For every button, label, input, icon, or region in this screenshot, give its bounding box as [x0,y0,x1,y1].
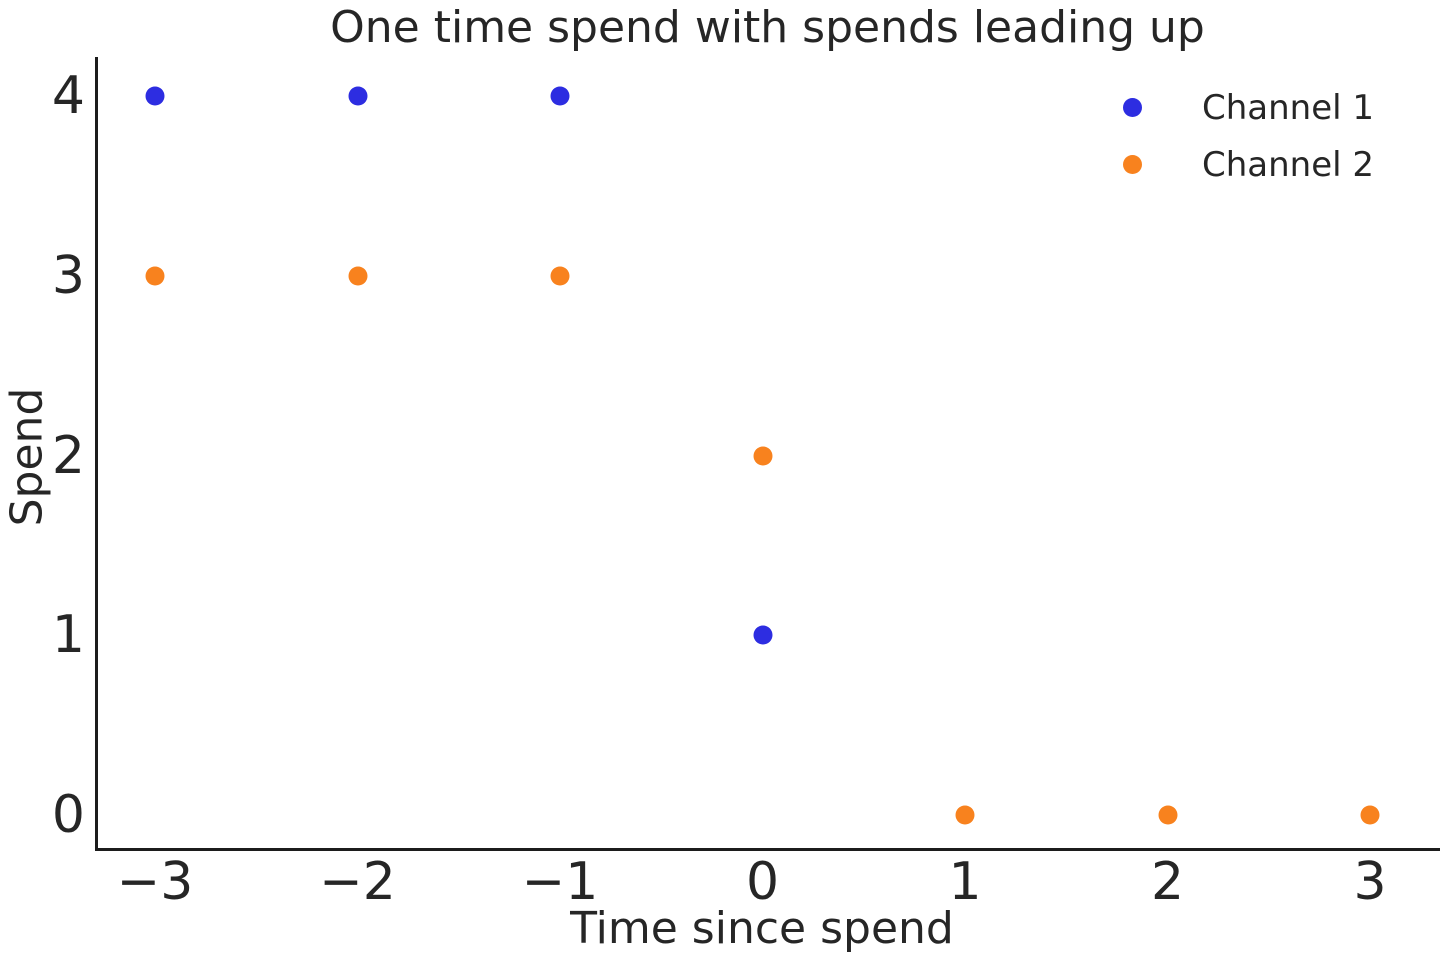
x-axis-spine [95,848,1440,851]
scatter-point-channel-2 [753,446,772,465]
x-tick-label: −1 [521,852,599,912]
x-tick-label: 0 [745,852,780,912]
scatter-point-channel-1 [348,86,367,106]
scatter-point-channel-1 [550,86,570,106]
x-tick-label: 3 [1353,852,1387,912]
legend-label-channel-1: Channel 1 [1202,87,1375,128]
legend: Channel 1 Channel 2 [1110,84,1374,188]
scatter-point-channel-2 [1360,805,1380,825]
x-tick-label: −2 [319,852,396,912]
y-tick-label: 2 [51,425,85,486]
y-tick-label: 1 [51,605,85,666]
x-tick-label: −3 [116,852,194,912]
y-tick-label: 3 [51,245,85,306]
scatter-point-channel-2 [955,805,975,825]
legend-item-channel-1: Channel 1 [1110,84,1374,131]
channel-2-marker-icon [1123,155,1142,174]
legend-item-channel-2: Channel 2 [1110,141,1374,188]
scatter-point-channel-2 [550,266,570,286]
chart-title: One time spend with spends leading up [330,2,1205,53]
x-tick-label: 2 [1150,852,1185,912]
x-axis-label: Time since spend [570,903,954,954]
x-tick-label: 1 [948,852,982,912]
y-axis-spine [95,57,98,851]
y-tick-label: 4 [51,66,85,126]
scatter-point-channel-1 [145,86,165,106]
scatter-point-channel-2 [1158,805,1177,825]
y-tick-label: 0 [51,785,85,845]
channel-1-marker-icon [1123,98,1142,117]
y-axis-label: Spend [1,387,53,527]
scatter-point-channel-1 [753,625,772,645]
scatter-point-channel-2 [145,266,165,286]
scatter-point-channel-2 [348,266,367,286]
legend-label-channel-2: Channel 2 [1202,144,1375,185]
